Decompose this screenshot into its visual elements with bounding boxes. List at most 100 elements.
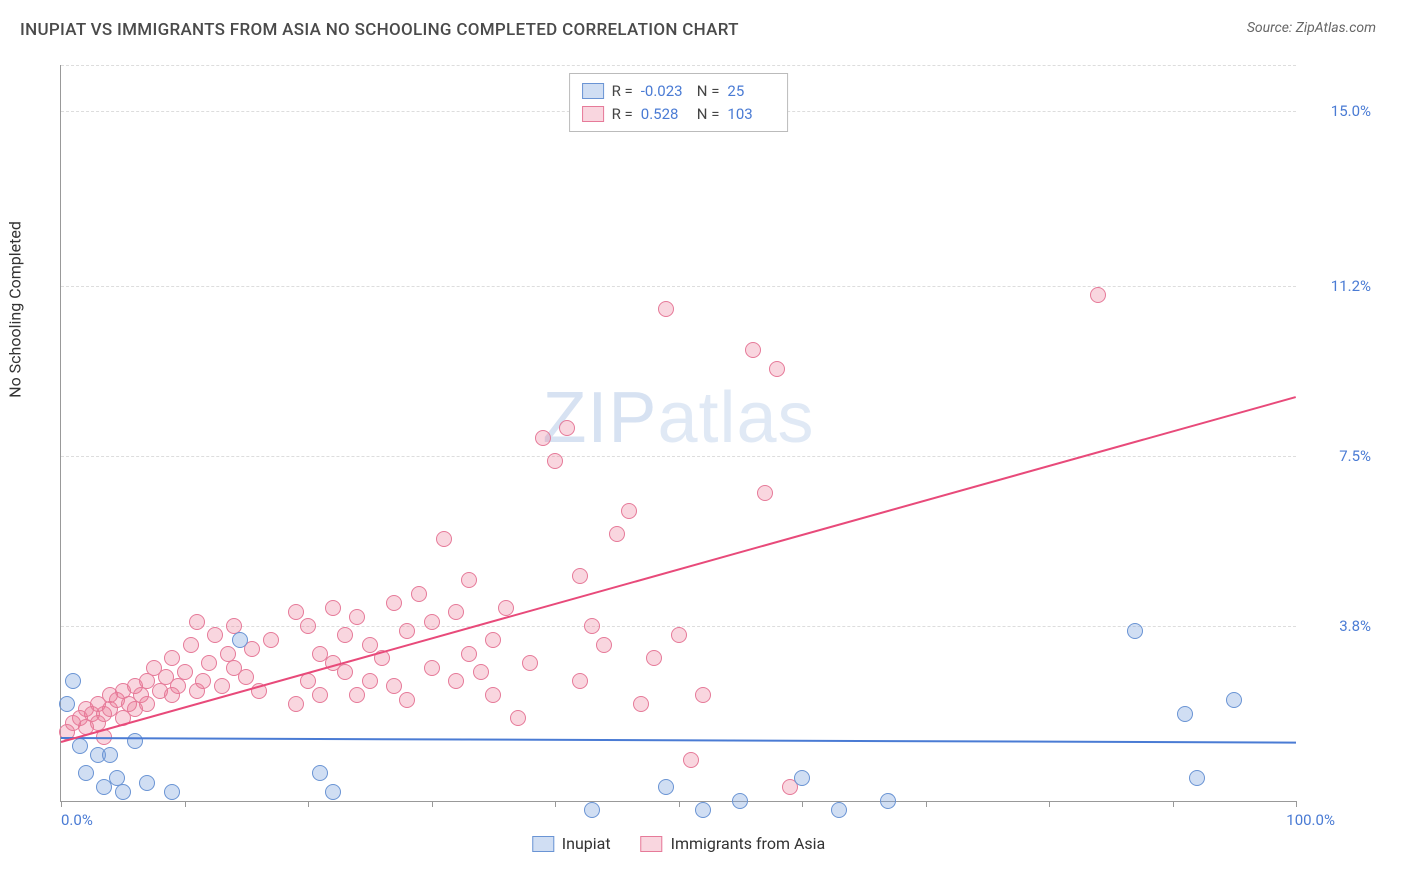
trendline-series1: [61, 737, 1296, 744]
data-point-series2: [424, 614, 440, 630]
data-point-series2: [572, 568, 588, 584]
data-point-series2: [671, 627, 687, 643]
data-point-series2: [349, 609, 365, 625]
data-point-series2: [1090, 287, 1106, 303]
data-point-series2: [337, 627, 353, 643]
gridline-h: [61, 286, 1296, 287]
series1-r-value: -0.023: [641, 80, 689, 103]
gridline-h: [61, 65, 1296, 66]
series2-r-value: 0.528: [641, 103, 689, 126]
data-point-series2: [695, 687, 711, 703]
data-point-series2: [596, 637, 612, 653]
data-point-series1: [1127, 623, 1143, 639]
data-point-series2: [633, 696, 649, 712]
data-point-series2: [448, 673, 464, 689]
x-tick: [185, 801, 186, 807]
data-point-series1: [658, 779, 674, 795]
x-tick: [1049, 801, 1050, 807]
x-tick: [1296, 801, 1297, 807]
y-tick-label: 11.2%: [1306, 277, 1371, 295]
data-point-series1: [102, 747, 118, 763]
series1-swatch: [532, 836, 554, 852]
data-point-series2: [399, 623, 415, 639]
scatter-plot: ZIPatlas R = -0.023 N = 25 R = 0.528 N =…: [60, 65, 1296, 802]
data-point-series2: [300, 618, 316, 634]
stats-row-2: R = 0.528 N = 103: [582, 103, 776, 126]
x-tick: [308, 801, 309, 807]
r-label: R =: [612, 80, 633, 103]
x-tick: [432, 801, 433, 807]
watermark-bold: ZIP: [542, 378, 657, 458]
data-point-series2: [288, 604, 304, 620]
data-point-series2: [522, 655, 538, 671]
stats-row-1: R = -0.023 N = 25: [582, 80, 776, 103]
data-point-series2: [189, 614, 205, 630]
data-point-series1: [164, 784, 180, 800]
data-point-series2: [238, 669, 254, 685]
data-point-series1: [115, 784, 131, 800]
r-label: R =: [612, 103, 633, 126]
y-axis-label: No Schooling Completed: [6, 221, 25, 398]
series1-label: Inupiat: [562, 834, 611, 853]
chart-container: No Schooling Completed ZIPatlas R = -0.0…: [20, 55, 1386, 862]
x-tick-label: 100.0%: [1286, 811, 1335, 829]
data-point-series1: [59, 696, 75, 712]
data-point-series2: [769, 361, 785, 377]
x-tick: [802, 801, 803, 807]
data-point-series2: [362, 673, 378, 689]
data-point-series1: [831, 802, 847, 818]
data-point-series2: [386, 595, 402, 611]
data-point-series2: [621, 503, 637, 519]
data-point-series1: [72, 738, 88, 754]
data-point-series2: [386, 678, 402, 694]
data-point-series2: [745, 342, 761, 358]
data-point-series1: [65, 673, 81, 689]
stats-legend-box: R = -0.023 N = 25 R = 0.528 N = 103: [569, 73, 789, 132]
watermark-thin: atlas: [657, 378, 814, 458]
data-point-series2: [547, 453, 563, 469]
legend-item-1: Inupiat: [532, 834, 611, 853]
data-point-series2: [609, 526, 625, 542]
gridline-h: [61, 456, 1296, 457]
source-attribution: Source: ZipAtlas.com: [1247, 20, 1376, 36]
data-point-series2: [195, 673, 211, 689]
data-point-series2: [362, 637, 378, 653]
data-point-series1: [139, 775, 155, 791]
chart-title: INUPIAT VS IMMIGRANTS FROM ASIA NO SCHOO…: [20, 20, 739, 40]
data-point-series2: [683, 752, 699, 768]
data-point-series2: [288, 696, 304, 712]
data-point-series2: [337, 664, 353, 680]
series2-swatch: [582, 106, 604, 122]
x-tick: [679, 801, 680, 807]
data-point-series2: [424, 660, 440, 676]
watermark: ZIPatlas: [542, 377, 814, 459]
x-tick: [1173, 801, 1174, 807]
n-label: N =: [697, 80, 720, 103]
data-point-series2: [757, 485, 773, 501]
data-point-series2: [177, 664, 193, 680]
data-point-series1: [880, 793, 896, 809]
series2-n-value: 103: [727, 103, 775, 126]
data-point-series2: [214, 678, 230, 694]
y-tick-label: 7.5%: [1306, 447, 1371, 465]
n-label: N =: [697, 103, 720, 126]
series1-swatch: [582, 83, 604, 99]
data-point-series2: [411, 586, 427, 602]
data-point-series1: [1189, 770, 1205, 786]
data-point-series2: [658, 301, 674, 317]
data-point-series1: [695, 802, 711, 818]
legend-item-2: Immigrants from Asia: [641, 834, 826, 853]
data-point-series2: [448, 604, 464, 620]
y-tick-label: 15.0%: [1306, 102, 1371, 120]
trendline-series2: [61, 396, 1297, 743]
data-point-series1: [794, 770, 810, 786]
x-tick: [555, 801, 556, 807]
data-point-series2: [312, 687, 328, 703]
data-point-series1: [1177, 706, 1193, 722]
data-point-series2: [207, 627, 223, 643]
data-point-series2: [473, 664, 489, 680]
legend: Inupiat Immigrants from Asia: [532, 834, 825, 853]
data-point-series2: [535, 430, 551, 446]
series1-n-value: 25: [727, 80, 775, 103]
data-point-series2: [139, 696, 155, 712]
